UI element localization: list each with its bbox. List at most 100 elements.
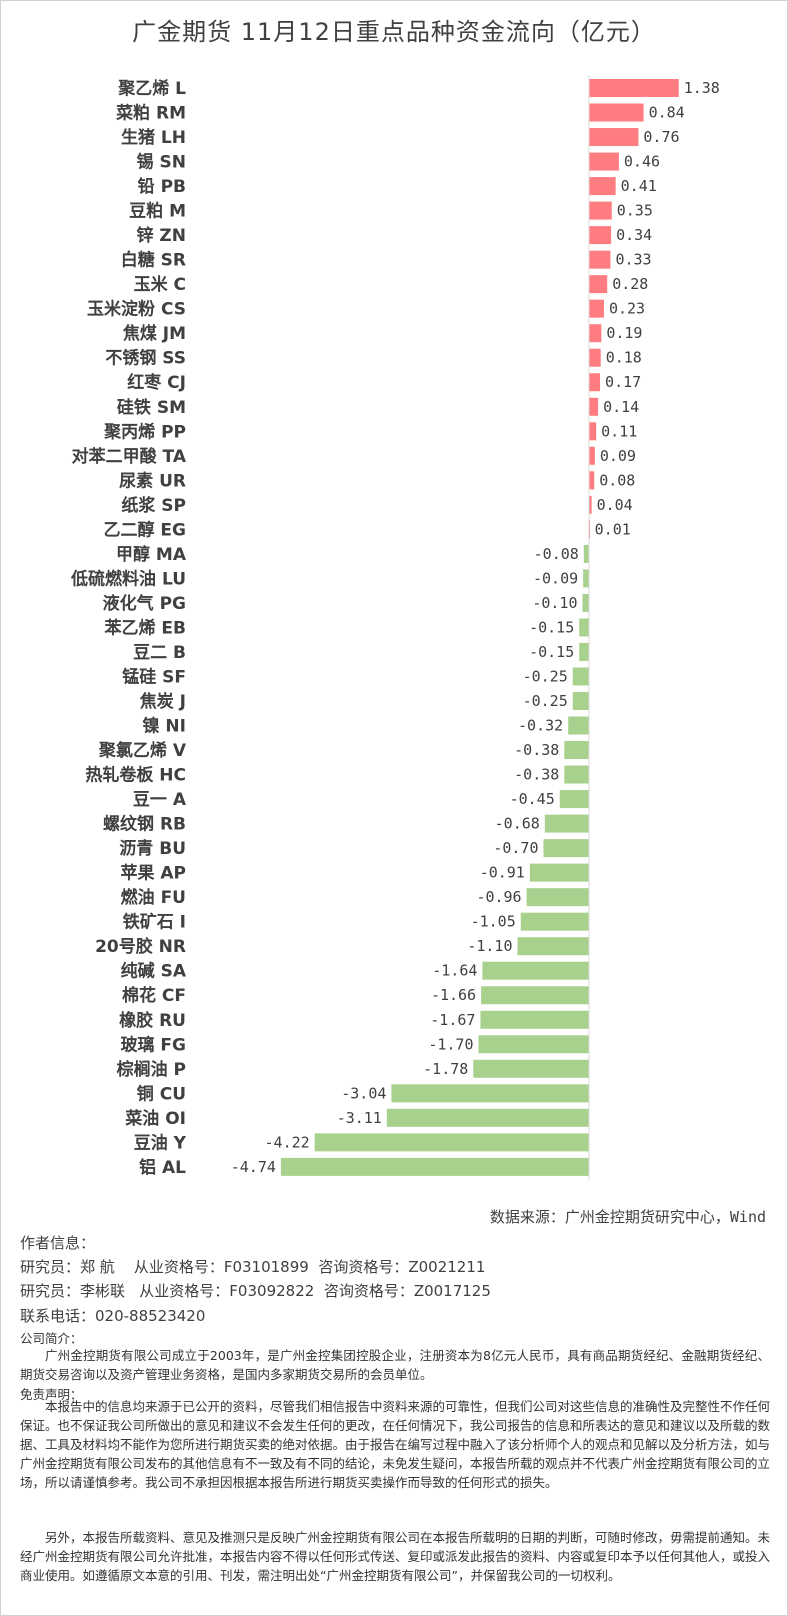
data-source: 数据来源：广州金控期货研究中心，Wind [489,1208,766,1226]
category-label: 铅 PB [138,176,186,197]
bar [589,250,611,269]
data-label: -4.74 [231,1158,276,1176]
bar [314,1133,589,1152]
bar [589,373,601,392]
data-label: -4.22 [265,1133,310,1151]
bar [559,790,589,809]
bar [589,177,616,196]
category-label: 不锈钢 SS [105,348,186,369]
bar [568,716,589,735]
data-label: -0.70 [493,839,538,857]
data-label: 0.18 [606,349,642,367]
data-label: -0.25 [523,667,568,685]
bar [579,618,589,637]
data-label: 0.84 [649,104,685,122]
category-label: 苹果 AP [120,863,186,884]
bar [583,544,589,563]
category-label: 棕榈油 P [117,1059,186,1080]
category-label: 尿素 UR [119,471,186,491]
data-label: 0.33 [615,251,651,269]
category-label: 红枣 CJ [127,372,186,393]
category-label: 纸浆 SP [121,495,186,516]
bar [589,348,601,367]
data-label: 0.76 [643,128,679,146]
category-label: 焦煤 JM [122,323,186,344]
bar [589,471,595,490]
category-label: 锌 ZN [137,225,186,246]
data-label: 0.46 [624,153,660,171]
data-label: -0.32 [518,717,563,735]
category-label: 燃油 FU [121,887,186,908]
category-label: 螺纹钢 RB [103,814,186,835]
data-label: -0.09 [533,569,578,587]
bar [589,495,592,514]
chart-title: 广金期货 11月12日重点品种资金流向（亿元） [132,18,656,46]
data-label: -1.05 [471,913,516,931]
bar [564,741,589,760]
bar [572,692,589,710]
bar [481,986,589,1005]
category-label: 聚氯乙烯 V [98,740,187,761]
data-label: 0.35 [617,202,653,220]
category-label: 聚乙烯 L [117,78,186,99]
company-text: 广州金控期货有限公司成立于2003年，是广州金控集团控股企业，注册资本为8亿元人… [20,1348,770,1382]
data-label: -1.64 [432,962,477,980]
category-label: 硅铁 SM [117,397,186,418]
data-label: -0.15 [529,618,574,636]
researcher-2: 研究员：李彬联 从业资格号：F03092822 咨询资格号：Z0017125 [20,1282,491,1300]
disclaimer-paragraph-2: 另外，本报告所载资料、意见及推测只是反映广州金控期货有限公司在本报告所载明的日期… [20,1530,771,1583]
bar [517,937,589,956]
category-label: 玉米 C [134,274,186,295]
data-label: -0.96 [476,888,521,906]
category-label: 热轧卷板 HC [85,765,186,786]
data-label: 0.28 [612,275,648,293]
bar [589,226,612,245]
category-label: 铁矿石 I [123,912,186,933]
bar [589,446,595,465]
data-label: -0.15 [529,643,574,661]
category-label: 豆一 A [133,790,187,810]
bar [391,1084,589,1103]
category-label: 白糖 SR [121,250,186,271]
bar [526,888,589,907]
data-label: -1.67 [430,1011,475,1029]
bar [589,103,644,122]
category-label: 对苯二甲酸 TA [72,446,187,467]
bar [529,863,589,882]
disclaimer-heading: 免责声明： [20,1387,83,1402]
data-label: -0.38 [514,741,559,759]
bar [543,839,589,858]
data-label: 0.08 [599,471,635,489]
bar [589,152,619,171]
data-label: 0.09 [600,447,636,465]
bar [589,324,602,343]
data-label: -1.10 [467,937,512,955]
data-label: 1.38 [684,79,720,97]
category-label: 橡胶 RU [119,1010,186,1031]
bar-chart: 1.38 聚乙烯 L 0.84 菜粕 RM 0.76 生猪 LH 0.46 锡 SN 0.41 铅… [70,75,720,1180]
data-label: 0.23 [609,300,645,318]
bar [386,1108,589,1127]
bar [589,299,604,318]
data-label: -0.10 [532,594,577,612]
bar [572,667,589,686]
bar [583,569,589,588]
bar [589,128,639,147]
data-label: 0.17 [605,373,641,391]
category-label: 焦炭 J [139,691,186,712]
data-label: 0.04 [597,496,633,514]
category-label: 纯碱 SA [121,961,187,982]
category-label: 豆粕 M [129,201,186,222]
category-label: 菜油 OI [124,1108,186,1129]
category-label: 生猪 LH [121,127,186,148]
bar [480,1010,589,1029]
category-label: 锰硅 SF [122,666,186,687]
bar [564,765,589,784]
data-label: 0.11 [601,422,637,440]
bar [589,201,612,220]
data-label: -0.25 [523,692,568,710]
author-heading: 作者信息： [20,1234,96,1252]
data-label: -3.11 [337,1109,382,1127]
category-label: 豆二 B [133,643,186,663]
data-label: -1.70 [428,1035,473,1053]
